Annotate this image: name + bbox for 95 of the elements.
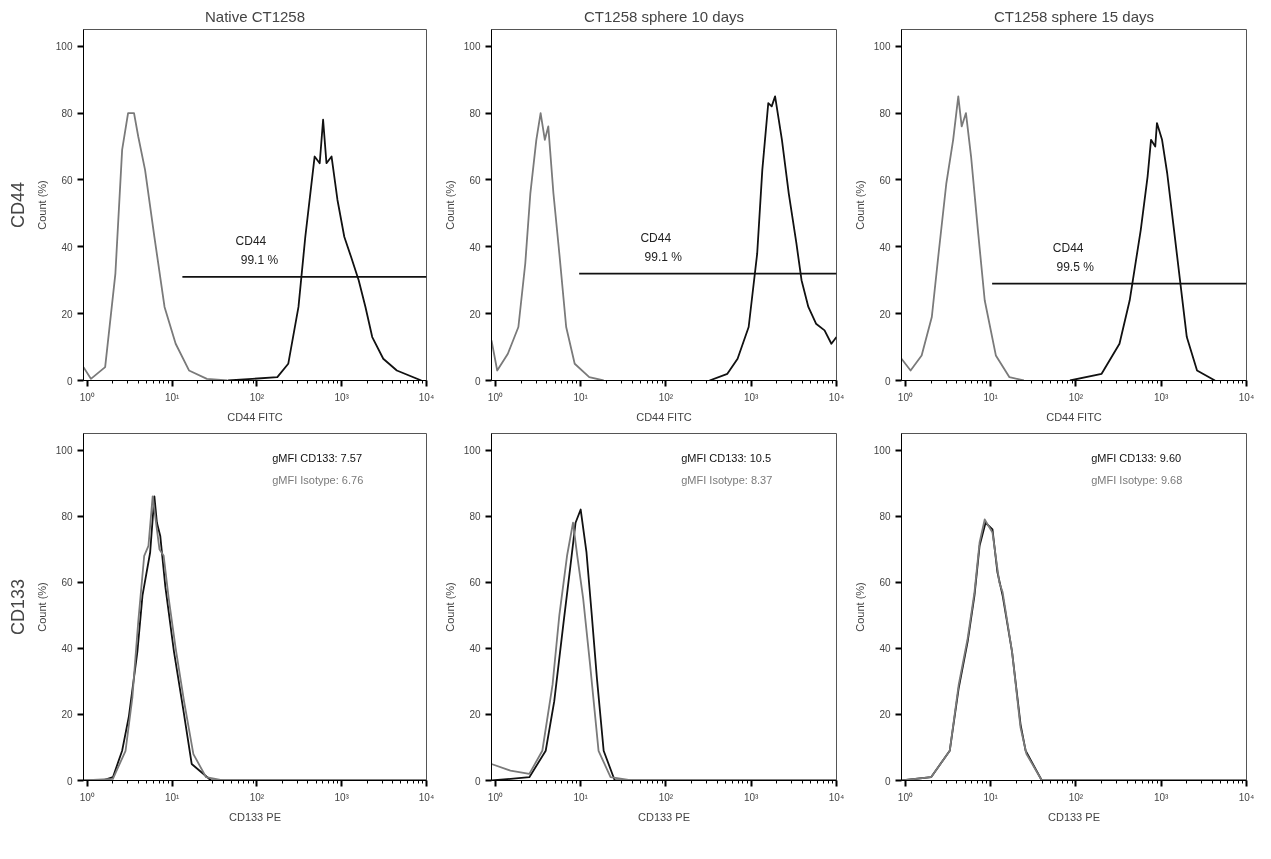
x-axis-title: CD133 PE (1048, 810, 1100, 823)
x-tick-label: 10⁴ (418, 791, 435, 803)
x-tick-label: 10² (249, 791, 265, 803)
x-tick-label: 10¹ (573, 791, 589, 803)
text: gMFI CD133: 7.57 (272, 451, 363, 464)
chart-title: CT1258 sphere 10 days (583, 7, 745, 25)
y-tick-label: 100 (55, 445, 73, 457)
y-tick-label: 40 (879, 241, 891, 253)
y-tick-label: 80 (61, 511, 73, 523)
annotation: 99.1 % (240, 252, 279, 267)
y-axis-title: Count (%) (35, 582, 48, 632)
y-tick-label: 60 (879, 577, 891, 589)
x-tick-label: 10⁰ (487, 391, 503, 403)
y-tick-label: 60 (61, 174, 73, 186)
x-tick-label: 10³ (1154, 791, 1170, 803)
x-tick-label: 10¹ (164, 391, 181, 403)
x-axis-title: CD133 PE (229, 810, 281, 823)
y-tick-label: 40 (469, 241, 481, 253)
y-tick-label: 60 (469, 174, 481, 186)
x-tick-label: 10⁴ (418, 391, 435, 403)
y-tick-label: 80 (469, 108, 481, 120)
x-tick-label: 10³ (744, 791, 760, 803)
y-tick-label: 100 (55, 41, 73, 53)
x-tick-label: 10² (658, 791, 674, 803)
y-tick-label: 40 (61, 643, 73, 655)
y-tick-label: 20 (879, 709, 891, 721)
x-tick-label: 10³ (334, 391, 350, 403)
x-tick-label: 10³ (1154, 391, 1170, 403)
x-tick-label: 10⁰ (79, 391, 95, 403)
x-tick-label: 10² (658, 391, 674, 403)
y-axis-title: Count (%) (853, 180, 866, 230)
y-tick-label: 80 (61, 108, 73, 120)
x-tick-label: 10¹ (573, 391, 589, 403)
y-tick-label: 60 (879, 174, 891, 186)
y-tick-label: 20 (879, 308, 891, 320)
y-tick-label: 0 (66, 375, 73, 387)
y-tick-label: 80 (879, 511, 891, 523)
chart-title: Native CT1258 (204, 7, 306, 25)
text: CD133 (7, 578, 28, 636)
x-tick-label: 10² (249, 391, 265, 403)
text: gMFI Isotype: 9.68 (1091, 474, 1183, 487)
x-tick-label: 10¹ (983, 391, 999, 403)
y-tick-label: 100 (873, 41, 891, 53)
text: CD44 (7, 181, 28, 229)
y-axis-title: Count (%) (443, 180, 456, 230)
x-tick-label: 10² (1068, 391, 1084, 403)
x-axis-title: CD133 PE (638, 810, 690, 823)
y-tick-label: 0 (884, 375, 891, 387)
x-axis-title: CD44 FITC (636, 410, 692, 423)
x-tick-label: 10¹ (164, 791, 181, 803)
x-tick-label: 10² (1068, 791, 1084, 803)
y-tick-label: 80 (879, 108, 891, 120)
y-tick-label: 20 (469, 709, 481, 721)
y-tick-label: 40 (61, 241, 73, 253)
text: gMFI Isotype: 8.37 (681, 474, 773, 487)
x-tick-label: 10⁰ (897, 391, 913, 403)
annotation: CD44 (235, 233, 267, 248)
x-axis-title: CD44 FITC (1046, 410, 1102, 423)
text: gMFI Isotype: 6.76 (272, 474, 364, 487)
text: gMFI CD133: 10.5 (681, 451, 772, 464)
y-tick-label: 40 (879, 643, 891, 655)
x-axis-title: CD44 FITC (227, 410, 283, 423)
text: gMFI CD133: 9.60 (1091, 451, 1182, 464)
y-axis-title: Count (%) (35, 180, 48, 230)
y-tick-label: 80 (469, 511, 481, 523)
x-tick-label: 10⁴ (1238, 791, 1255, 803)
annotation: CD44 (640, 230, 672, 245)
x-tick-label: 10⁰ (897, 791, 913, 803)
y-tick-label: 60 (469, 577, 481, 589)
annotation: 99.1 % (644, 249, 683, 264)
y-tick-label: 60 (61, 577, 73, 589)
y-axis-title: Count (%) (443, 582, 456, 632)
x-tick-label: 10¹ (983, 791, 999, 803)
y-tick-label: 100 (463, 41, 481, 53)
y-tick-label: 20 (469, 308, 481, 320)
y-tick-label: 0 (66, 775, 73, 787)
y-tick-label: 0 (474, 775, 481, 787)
y-axis-title: Count (%) (853, 582, 866, 632)
x-tick-label: 10⁴ (828, 391, 845, 403)
y-tick-label: 20 (61, 308, 73, 320)
y-tick-label: 100 (873, 445, 891, 457)
chart-title: CT1258 sphere 15 days (993, 7, 1155, 25)
annotation: CD44 (1052, 240, 1084, 255)
y-tick-label: 40 (469, 643, 481, 655)
x-tick-label: 10⁰ (487, 791, 503, 803)
annotation: 99.5 % (1056, 259, 1095, 274)
x-tick-label: 10³ (744, 391, 760, 403)
y-tick-label: 100 (463, 445, 481, 457)
x-tick-label: 10³ (334, 791, 350, 803)
x-tick-label: 10⁰ (79, 791, 95, 803)
x-tick-label: 10⁴ (1238, 391, 1255, 403)
y-tick-label: 0 (884, 775, 891, 787)
y-tick-label: 0 (474, 375, 481, 387)
x-tick-label: 10⁴ (828, 791, 845, 803)
y-tick-label: 20 (61, 709, 73, 721)
